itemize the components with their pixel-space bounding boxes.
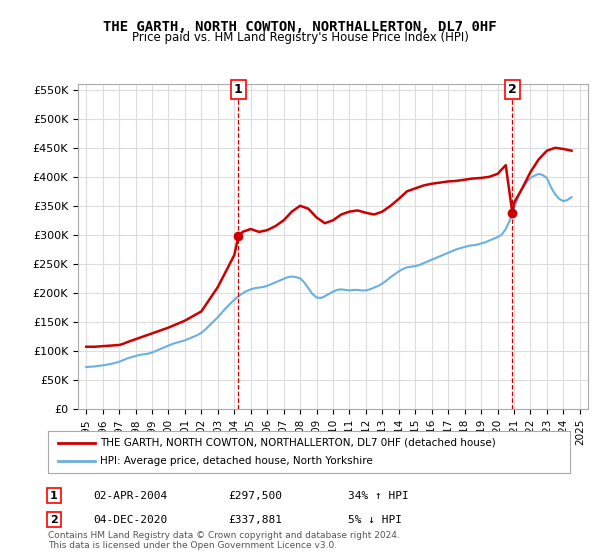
Text: 1: 1 (234, 83, 243, 96)
Text: 2: 2 (50, 515, 58, 525)
Text: £297,500: £297,500 (228, 491, 282, 501)
Text: 2: 2 (508, 83, 517, 96)
Text: Contains HM Land Registry data © Crown copyright and database right 2024.
This d: Contains HM Land Registry data © Crown c… (48, 530, 400, 550)
Text: THE GARTH, NORTH COWTON, NORTHALLERTON, DL7 0HF (detached house): THE GARTH, NORTH COWTON, NORTHALLERTON, … (100, 438, 496, 448)
Text: 34% ↑ HPI: 34% ↑ HPI (348, 491, 409, 501)
Text: £337,881: £337,881 (228, 515, 282, 525)
Text: 02-APR-2004: 02-APR-2004 (93, 491, 167, 501)
Text: Price paid vs. HM Land Registry's House Price Index (HPI): Price paid vs. HM Land Registry's House … (131, 31, 469, 44)
Text: HPI: Average price, detached house, North Yorkshire: HPI: Average price, detached house, Nort… (100, 456, 373, 466)
Text: THE GARTH, NORTH COWTON, NORTHALLERTON, DL7 0HF: THE GARTH, NORTH COWTON, NORTHALLERTON, … (103, 20, 497, 34)
Text: 04-DEC-2020: 04-DEC-2020 (93, 515, 167, 525)
Text: 5% ↓ HPI: 5% ↓ HPI (348, 515, 402, 525)
Text: 1: 1 (50, 491, 58, 501)
